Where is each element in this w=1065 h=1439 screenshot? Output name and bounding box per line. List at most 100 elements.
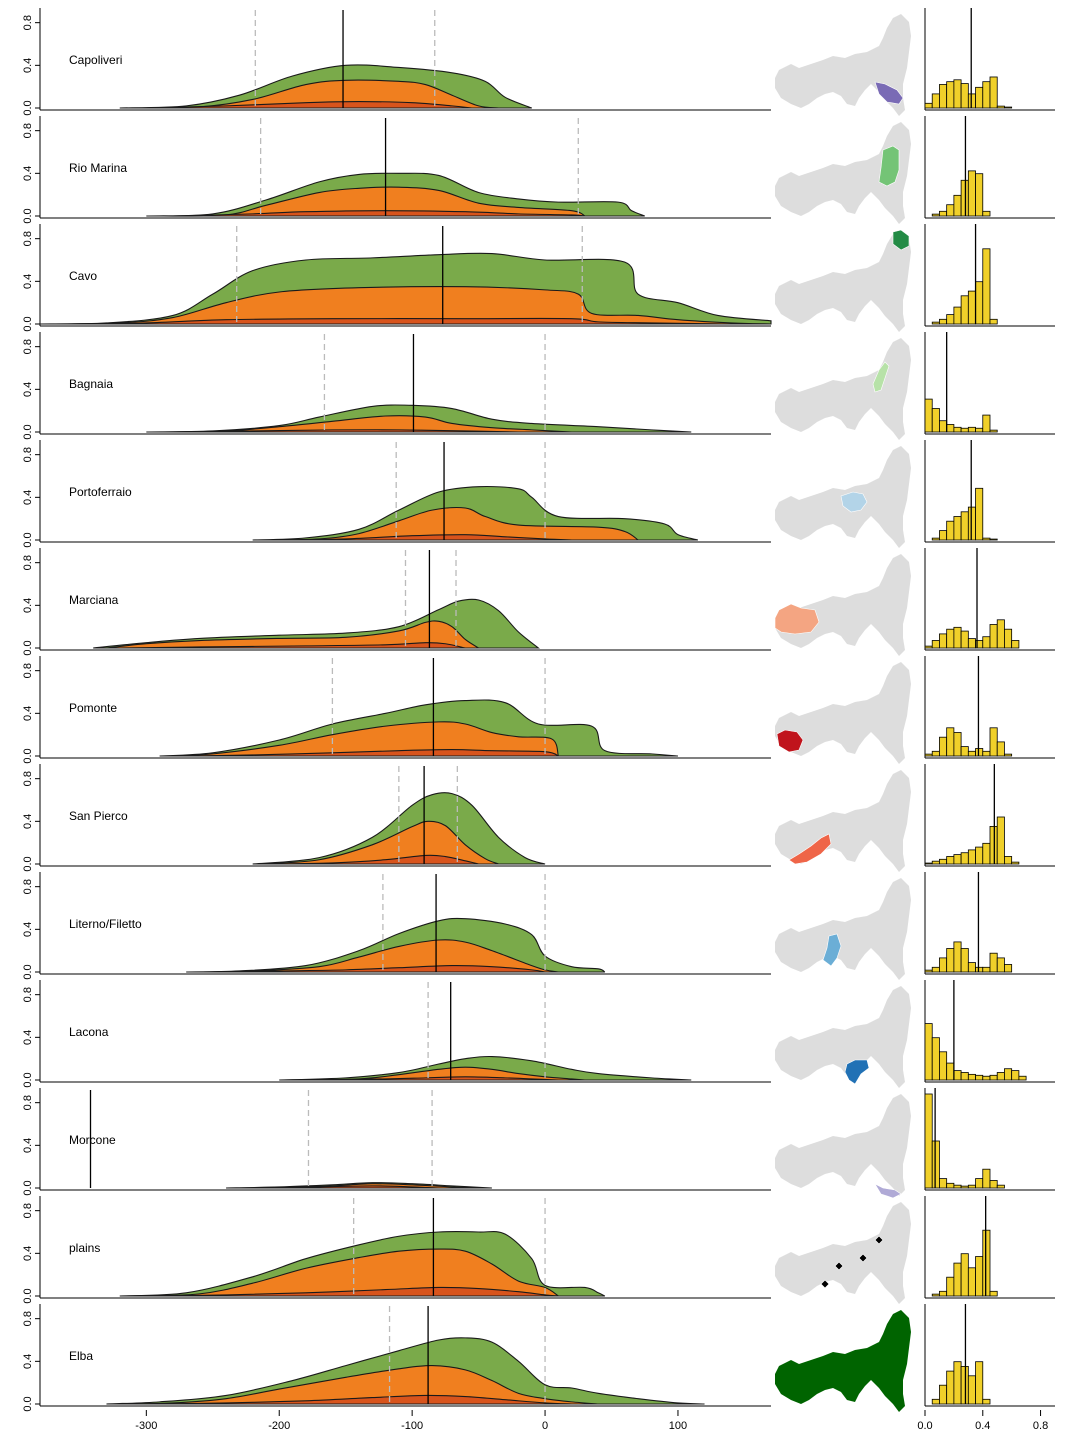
histogram-literno-filetto [924, 872, 1055, 975]
map-elba [775, 1310, 911, 1412]
histogram-bar [989, 952, 998, 973]
highlighted-region [776, 729, 804, 753]
y-tick-label: 0.4 [22, 382, 34, 397]
ridge-panel-bagnaia: 0.0 0.4 0.8 Bagnaia [22, 332, 771, 440]
density-inner [265, 1185, 439, 1189]
histogram-bar [967, 849, 976, 865]
histogram-bar [960, 1366, 969, 1405]
y-tick-label: 0.8 [22, 663, 34, 678]
histogram-bar [931, 408, 940, 433]
histogram-bar [1018, 1075, 1027, 1081]
density-inner [172, 429, 519, 433]
y-tick-label: 0.4 [22, 58, 34, 73]
elba-island-shape [775, 14, 911, 116]
density-middle [292, 1066, 585, 1081]
histogram-bar [982, 1168, 991, 1189]
density-middle [159, 186, 586, 217]
row-label: Literno/Filetto [69, 917, 142, 931]
histogram-bar [924, 645, 933, 649]
histogram-bar [975, 86, 984, 109]
y-tick-label: 0.0 [22, 1180, 34, 1195]
histogram-bar [924, 862, 933, 865]
histogram-bar [975, 966, 984, 973]
hist-x-tick-label: 0.4 [975, 1420, 990, 1432]
histogram-bar [967, 962, 976, 973]
density-inner [172, 210, 585, 217]
density-middle [133, 79, 499, 109]
map-bagnaia [775, 338, 911, 440]
histogram-bar [960, 295, 969, 325]
histogram-bar [1011, 861, 1020, 865]
y-tick-label: 0.0 [22, 640, 34, 655]
histogram-bar [975, 1178, 984, 1189]
elba-island-shape [775, 230, 911, 332]
ridge-panel-portoferraio: 0.0 0.4 0.8 Portoferraio [22, 440, 771, 548]
density-inner [119, 642, 466, 649]
histogram-bar [953, 1361, 962, 1405]
histogram-bar [1004, 964, 1013, 973]
y-tick-label: 0.8 [22, 771, 34, 786]
histogram-bar [939, 1290, 948, 1297]
histogram-bar [931, 750, 940, 757]
histogram-bar [924, 969, 933, 973]
density-inner [146, 1286, 559, 1297]
histogram-bar [946, 1276, 955, 1297]
elba-island-shape [775, 770, 911, 872]
histogram-bar [960, 1185, 969, 1189]
histogram-bar [946, 520, 955, 541]
histogram-bar [931, 321, 940, 325]
y-tick-label: 0.0 [22, 748, 34, 763]
density-middle [159, 415, 572, 433]
histogram-bar [982, 248, 991, 325]
histogram-bar [939, 84, 948, 109]
map-morcone [775, 1094, 911, 1199]
histogram-bar [960, 83, 969, 109]
map-literno-filetto [775, 878, 911, 980]
x-axes: -300 -200 -100 0 100 0.0 0.4 0.8 [135, 1410, 1048, 1432]
histogram-bar [960, 1253, 969, 1297]
row-label: Portoferraio [69, 485, 132, 499]
histogram-bar [975, 748, 984, 757]
y-tick-label: 0.4 [22, 1138, 34, 1153]
highlighted-region [840, 491, 868, 513]
y-tick-label: 0.0 [22, 100, 34, 115]
density-middle [172, 721, 560, 757]
density-middle [259, 820, 499, 865]
histogram-elba [924, 1304, 1055, 1407]
histogram-bar [953, 732, 962, 757]
elba-island-shape [775, 338, 911, 440]
histogram-bar [946, 204, 955, 217]
histogram-bar [960, 427, 969, 433]
x-tick-label: -200 [268, 1420, 290, 1432]
map-rio-marina [775, 122, 911, 224]
map-marciana [774, 554, 911, 656]
y-tick-label: 0.8 [22, 339, 34, 354]
density-middle [106, 620, 481, 649]
histogram-bar [939, 633, 948, 649]
histogram-bar [996, 957, 1005, 973]
histogram-bar [931, 537, 940, 541]
histogram-bar [960, 179, 969, 217]
histogram-bar [967, 1267, 976, 1297]
histogram-bar [931, 93, 940, 109]
highlighted-region [788, 833, 832, 865]
histogram-bar [939, 318, 948, 325]
y-tick-label: 0.8 [22, 1095, 34, 1110]
histogram-bar [996, 1072, 1005, 1081]
histogram-bar [982, 81, 991, 109]
density-inner [265, 854, 479, 865]
y-tick-label: 0.0 [22, 1288, 34, 1303]
histogram-bar [924, 398, 933, 433]
histogram-lacona [924, 980, 1055, 1083]
hist-x-tick-label: 0.8 [1033, 1420, 1048, 1432]
elba-island-shape [775, 986, 911, 1088]
histogram-bar [967, 750, 976, 757]
histogram-bar [975, 427, 984, 433]
y-tick-label: 0.4 [22, 598, 34, 613]
elba-maps [774, 14, 911, 1412]
histogram-bar [931, 1037, 940, 1081]
histogram-bar [953, 626, 962, 649]
histogram-bar [1011, 1070, 1020, 1081]
ridge-panel-literno-filetto: 0.0 0.4 0.8 Literno/Filetto [22, 872, 771, 980]
